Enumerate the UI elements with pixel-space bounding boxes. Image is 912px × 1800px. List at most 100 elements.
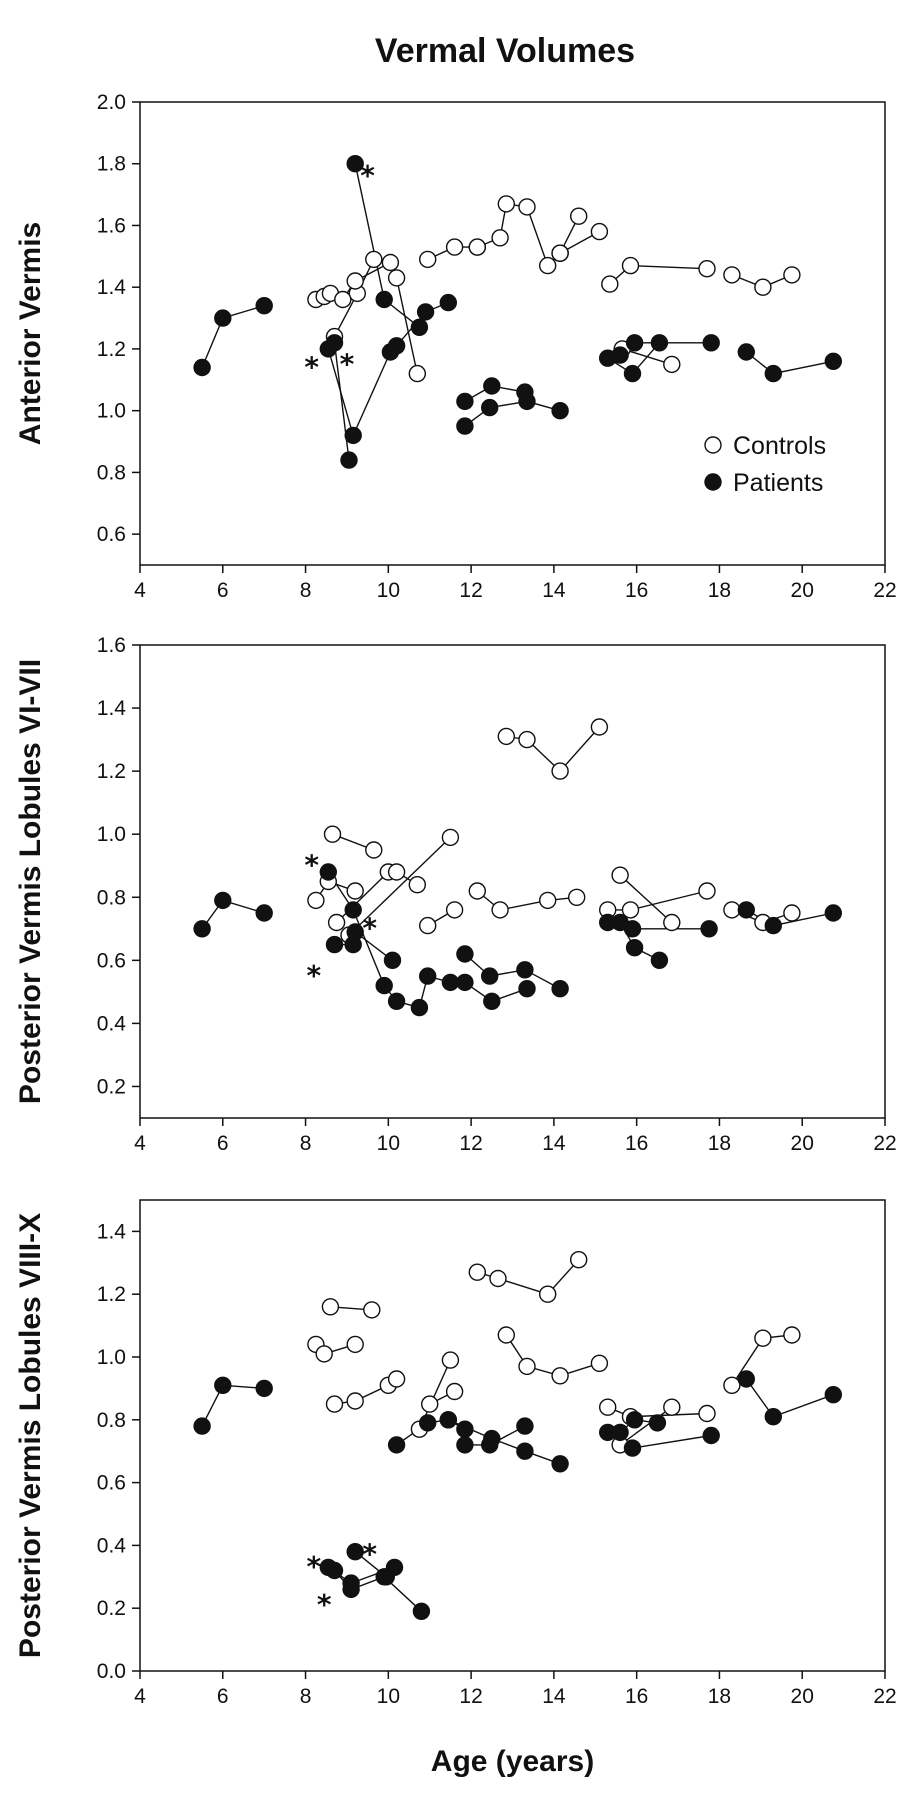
patient-point: [481, 398, 499, 417]
y-tick-label: 0.0: [97, 1660, 126, 1683]
patient-point: [824, 1385, 842, 1404]
y-tick-label: 1.4: [97, 276, 127, 299]
x-tick-label: 14: [542, 579, 566, 602]
x-tick-label: 6: [217, 1685, 229, 1708]
x-tick-label: 6: [217, 579, 229, 602]
y-tick-label: 0.2: [97, 1075, 126, 1098]
x-tick-label: 10: [377, 1685, 400, 1708]
control-point: [497, 1326, 515, 1344]
patient-point: [516, 1442, 534, 1460]
significance-asterisk: *: [362, 1538, 377, 1571]
significance-asterisk: *: [304, 849, 319, 882]
patient-trajectory-line: [333, 1570, 422, 1612]
significance-asterisk: *: [362, 912, 377, 945]
plot-frame: [139, 101, 886, 566]
y-tick-label: 1.2: [97, 1283, 126, 1306]
patient-point: [319, 863, 337, 881]
patient-point: [419, 1414, 437, 1432]
patient-point: [410, 318, 429, 336]
patient-point: [516, 1417, 534, 1435]
panel-2: 4 6 8 10 12 14 16 18 20 22 0.2 0.4 0.6 0.8 1.0 1.2 1.4 1.…: [14, 634, 897, 1155]
patient-point: [377, 1568, 395, 1586]
control-point: [441, 1351, 460, 1369]
control-point: [754, 278, 772, 296]
y-tick-label: 1.0: [97, 1346, 126, 1369]
y-tick-label: 1.4: [97, 697, 127, 720]
y-tick-label: 1.0: [97, 823, 126, 846]
patient-point: [623, 1439, 642, 1457]
patient-point: [346, 923, 364, 941]
control-point: [621, 901, 640, 919]
x-tick-label: 8: [300, 1132, 312, 1155]
control-point: [321, 1298, 340, 1316]
patient-point: [255, 297, 273, 315]
patient-point: [412, 1602, 431, 1621]
control-point: [346, 1392, 364, 1410]
patient-point: [456, 1436, 474, 1454]
patient-point: [737, 343, 755, 361]
control-point: [590, 718, 609, 736]
patient-point: [456, 1420, 474, 1438]
control-point: [551, 762, 569, 780]
patient-point: [410, 998, 429, 1017]
panel-3: 4 6 8 10 12 14 16 18 20 22 0.0 0.2 0.4 0.6 0.8 1.0 1.2 1.…: [14, 1199, 897, 1708]
patient-point: [483, 1429, 501, 1448]
patient-trajectory-line: [745, 1378, 834, 1418]
x-tick-label: 18: [708, 579, 731, 602]
patient-point: [481, 967, 499, 985]
legend-label-patients: Patients: [733, 469, 823, 497]
x-tick-label: 12: [459, 1685, 482, 1708]
y-tick-label: 0.6: [97, 523, 126, 546]
control-point: [468, 238, 486, 256]
control-point: [445, 901, 464, 919]
patient-point: [551, 1455, 569, 1473]
control-point: [419, 250, 437, 269]
control-point: [489, 1269, 507, 1288]
significance-asterisk: *: [340, 347, 355, 380]
y-tick-label: 2.0: [97, 91, 126, 114]
control-trajectory-line: [619, 1406, 673, 1446]
significance-asterisk: *: [317, 1588, 332, 1621]
x-tick-label: 18: [708, 1132, 731, 1155]
patient-point: [551, 980, 569, 998]
control-point: [365, 250, 383, 269]
y-axis-label: Posterior Vermis Lobules VIII-X: [14, 1213, 47, 1658]
y-tick-label: 0.6: [97, 1472, 126, 1495]
control-point: [491, 901, 509, 919]
control-point: [387, 1370, 406, 1388]
x-tick-label: 8: [300, 1685, 312, 1708]
control-point: [539, 256, 557, 275]
control-point: [323, 825, 342, 843]
control-point: [387, 863, 406, 881]
patient-trajectory-line: [464, 953, 561, 990]
control-point: [445, 238, 464, 256]
x-tick-label: 12: [459, 1132, 482, 1155]
control-point: [570, 207, 588, 225]
patient-point: [737, 1370, 755, 1388]
patient-point: [518, 980, 536, 998]
patient-point: [551, 402, 569, 420]
patient-point: [764, 1407, 782, 1426]
y-axis-label: Posterior Vermis Lobules VI-VII: [14, 659, 47, 1104]
y-tick-label: 1.0: [97, 400, 126, 423]
y-axis-label: Anterior Vermis: [14, 222, 47, 445]
x-tick-label: 16: [625, 579, 648, 602]
control-point: [346, 1335, 364, 1354]
x-tick-label: 4: [134, 1685, 146, 1708]
control-point: [421, 1395, 439, 1413]
y-tick-label: 0.8: [97, 1409, 126, 1432]
y-tick-label: 0.4: [97, 1012, 127, 1035]
x-tick-label: 16: [625, 1132, 648, 1155]
control-point: [468, 882, 486, 900]
y-tick-label: 0.8: [97, 461, 126, 484]
control-point: [408, 364, 426, 383]
patient-point: [439, 1411, 457, 1429]
control-point: [663, 913, 681, 932]
x-tick-label: 8: [300, 579, 312, 602]
control-trajectory-line: [348, 836, 451, 936]
control-point: [723, 266, 741, 284]
y-tick-label: 1.2: [97, 760, 126, 783]
patient-trajectory-line: [745, 351, 834, 375]
patient-point: [625, 1411, 644, 1429]
significance-asterisk: *: [304, 350, 319, 383]
